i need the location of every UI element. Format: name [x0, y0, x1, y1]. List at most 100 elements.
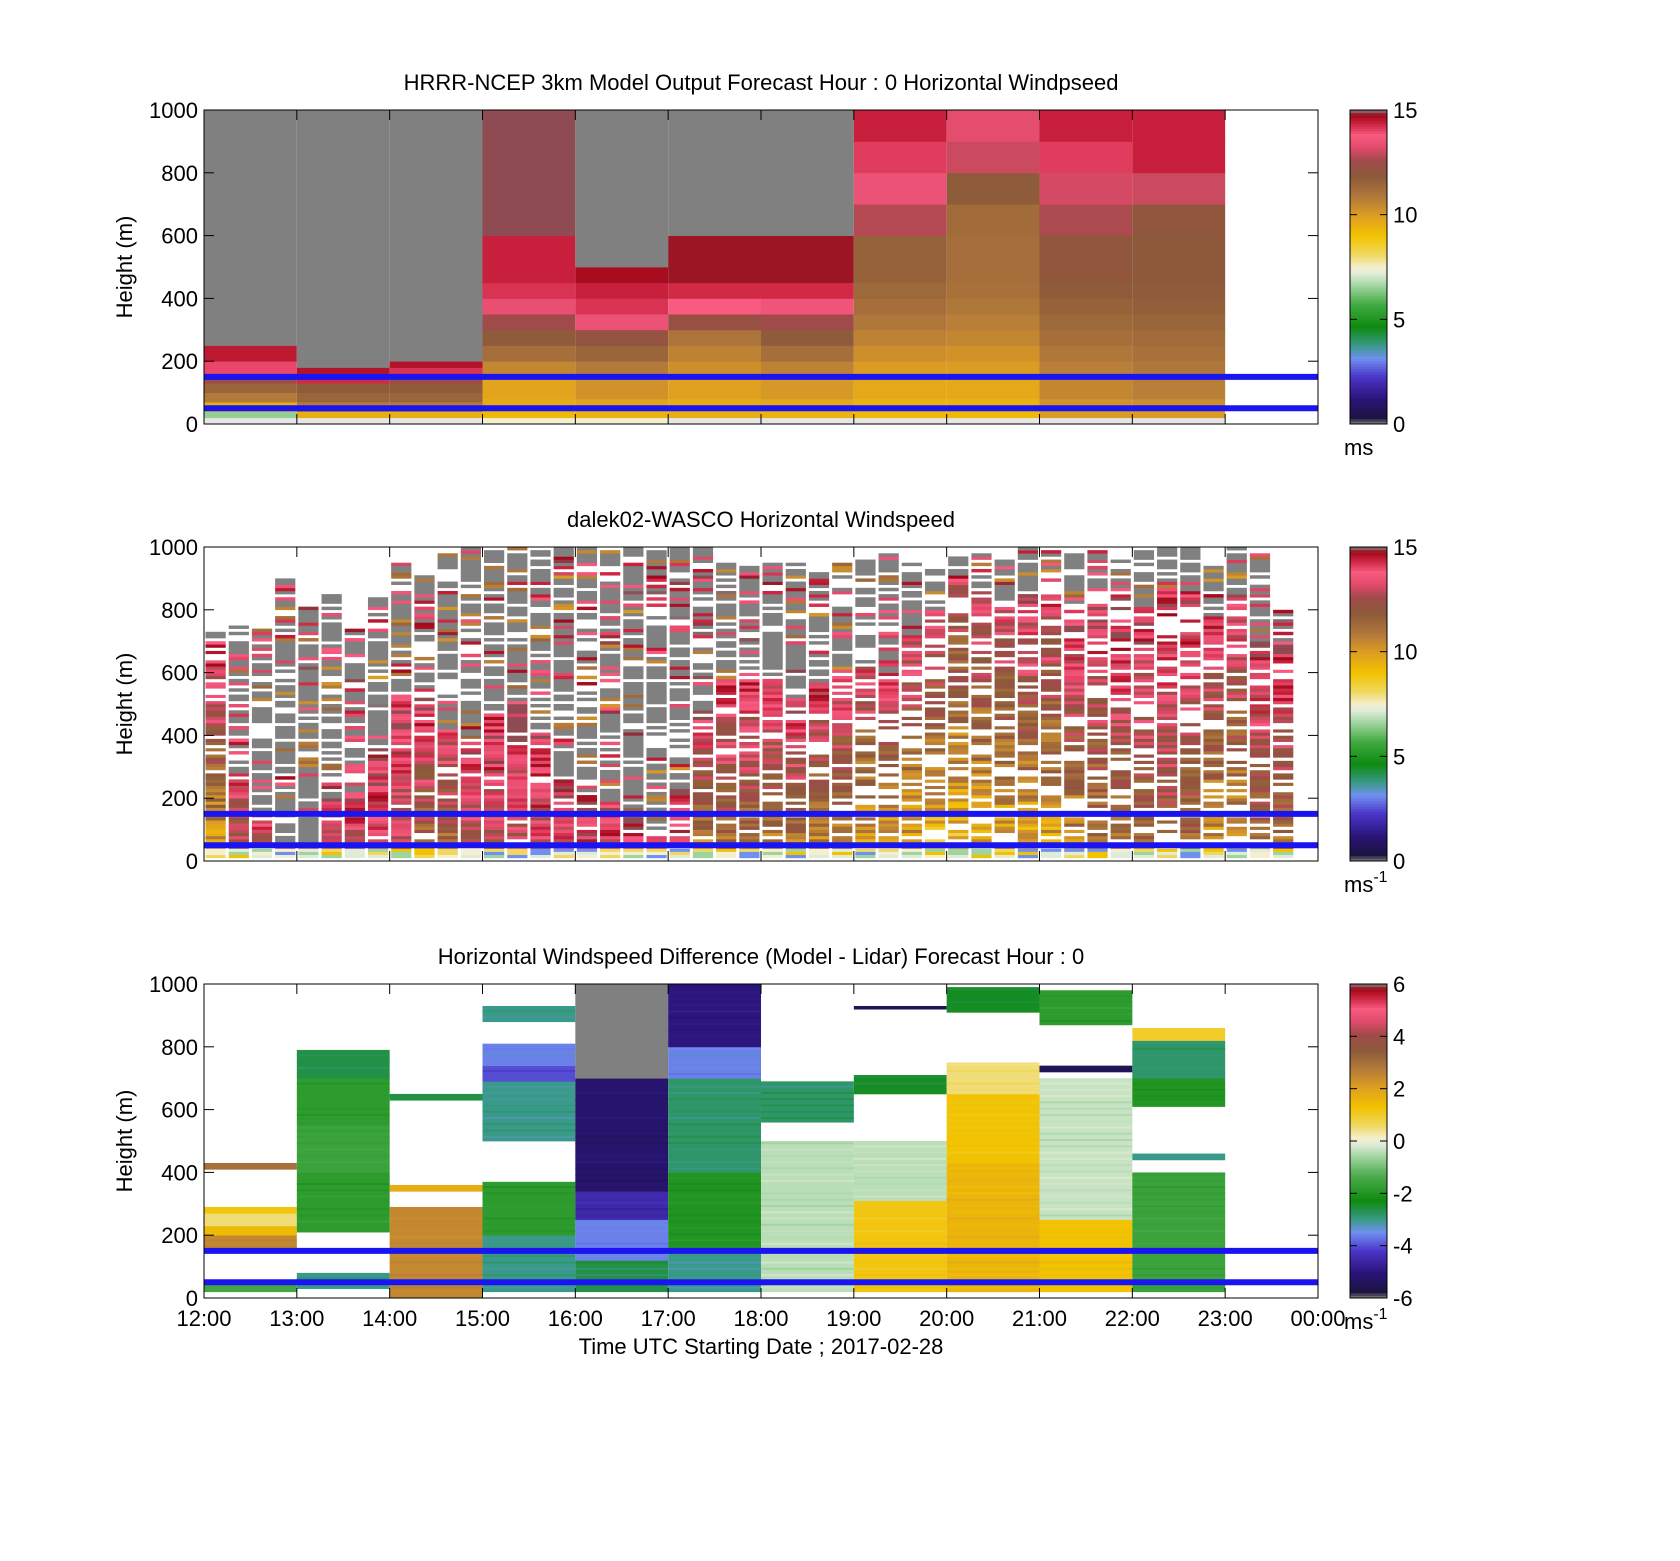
heatmap-stripe [389, 1242, 483, 1245]
heatmap-cell [832, 622, 853, 626]
heatmap-cell [530, 751, 551, 755]
heatmap-cell [646, 697, 667, 702]
heatmap-cell [1017, 622, 1038, 626]
heatmap-cell [507, 590, 528, 595]
heatmap-cell [971, 634, 992, 639]
heatmap-cell [484, 835, 505, 840]
heatmap-cell [948, 590, 969, 595]
heatmap-cell [1041, 741, 1062, 746]
colorbar-segment [1350, 282, 1387, 286]
heatmap-stripe [761, 1148, 854, 1151]
heatmap-cell [205, 848, 226, 852]
heatmap-cell [321, 763, 342, 768]
heatmap-cell [785, 619, 806, 623]
heatmap-cell [1180, 682, 1201, 686]
heatmap-cell [251, 663, 273, 667]
heatmap-stripe [1039, 1088, 1133, 1091]
heatmap-cell [1039, 235, 1133, 284]
colorbar-segment [1350, 594, 1387, 598]
heatmap-stripe [946, 1000, 1040, 1003]
colorbar-segment [1350, 1292, 1387, 1296]
heatmap-cell [553, 763, 574, 768]
heatmap-cell [832, 700, 853, 705]
heatmap-cell [1226, 823, 1247, 827]
heatmap-cell [948, 817, 969, 821]
heatmap-cell [1273, 788, 1294, 793]
heatmap-cell [878, 760, 899, 764]
colorbar-segment [1350, 410, 1387, 415]
colorbar-segment [1350, 340, 1387, 344]
heatmap-stripe [296, 1142, 390, 1145]
heatmap-cell [1249, 669, 1271, 673]
heatmap-cell [1133, 700, 1155, 705]
heatmap-cell [1157, 757, 1178, 761]
heatmap-cell [762, 644, 783, 648]
heatmap-cell [692, 769, 714, 774]
heatmap-stripe [946, 1173, 1040, 1176]
heatmap-cell [623, 700, 644, 705]
heatmap-cell [298, 744, 319, 749]
colorbar-segment [1350, 175, 1387, 179]
heatmap-cell [739, 747, 760, 752]
heatmap-cell [482, 361, 576, 378]
heatmap-cell [391, 820, 412, 824]
heatmap-stripe [296, 1214, 390, 1217]
heatmap-cell [1273, 848, 1294, 852]
heatmap-stripe [668, 1079, 761, 1082]
heatmap-cell [1249, 562, 1271, 567]
heatmap-cell [507, 565, 528, 570]
heatmap-stripe [668, 1060, 761, 1063]
heatmap-cell [1087, 757, 1108, 761]
heatmap-cell [367, 710, 389, 714]
heatmap-stripe [482, 1085, 576, 1088]
heatmap-cell [1039, 1156, 1133, 1220]
colorbar-segment [1350, 659, 1387, 663]
colorbar-segment [1350, 1219, 1387, 1223]
heatmap-cell [855, 578, 876, 582]
heatmap-cell [460, 603, 481, 607]
heatmap-cell [1110, 848, 1131, 852]
heatmap-cell [1110, 653, 1131, 658]
heatmap-cell [646, 719, 667, 724]
heatmap-cell [1064, 773, 1085, 777]
heatmap-cell [692, 788, 714, 793]
heatmap-cell [460, 854, 481, 859]
heatmap-cell [275, 795, 296, 799]
heatmap-cell [1132, 329, 1226, 346]
heatmap-cell [739, 641, 760, 645]
colorbar-segment [1350, 1148, 1387, 1152]
heatmap-cell [994, 694, 1015, 699]
heatmap-cell [901, 741, 922, 746]
colorbar-tick-label: 0 [1393, 412, 1405, 437]
heatmap-cell [600, 597, 621, 601]
heatmap-stripe [668, 985, 761, 988]
heatmap-cell [576, 788, 598, 793]
heatmap-cell [1226, 672, 1247, 677]
heatmap-cell [321, 644, 342, 648]
colorbar-segment [1350, 698, 1387, 702]
heatmap-cell [1017, 619, 1038, 623]
heatmap-cell [391, 791, 412, 796]
heatmap-cell [762, 791, 783, 796]
heatmap-cell [669, 562, 690, 567]
heatmap-cell [994, 581, 1015, 585]
heatmap-cell [553, 550, 574, 554]
heatmap-cell [901, 719, 922, 724]
heatmap-cell [1249, 763, 1271, 768]
heatmap-stripe [296, 1107, 390, 1110]
heatmap-cell [971, 757, 992, 761]
heatmap-cell [1203, 578, 1224, 582]
heatmap-cell [414, 700, 435, 705]
colorbar-segment [1350, 1284, 1387, 1289]
heatmap-cell [855, 685, 876, 689]
x-axis [203, 547, 1319, 861]
colorbar-segment [1350, 719, 1387, 723]
heatmap-cell [1180, 634, 1201, 639]
heatmap-cell [646, 597, 667, 601]
heatmap-cell [623, 619, 644, 623]
colorbar-segment [1350, 706, 1387, 710]
heatmap-cell [1039, 417, 1133, 425]
heatmap-cell [971, 622, 992, 626]
heatmap-cell [228, 697, 249, 702]
heatmap-cell [739, 782, 760, 786]
